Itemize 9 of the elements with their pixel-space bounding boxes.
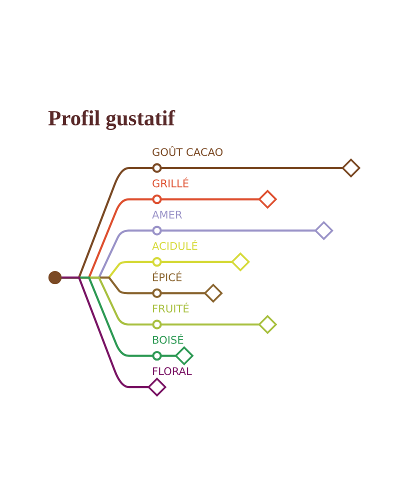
y-tick-label: GRILLÉ (152, 177, 188, 188)
y-tick-label: GOÛT CACAO (152, 146, 223, 156)
y-tick-label: BOISÉ (153, 334, 184, 344)
chart-title: Profil gustatif (48, 110, 176, 130)
y-tick-label: ÉPICÉ (153, 271, 182, 282)
y-tick-label: FRUITÉ (153, 302, 189, 313)
y-tick-label: AMER (152, 210, 182, 219)
y-tick-label: ACIDULÉ (152, 240, 198, 250)
y-tick-label: FLORAL (153, 367, 192, 376)
